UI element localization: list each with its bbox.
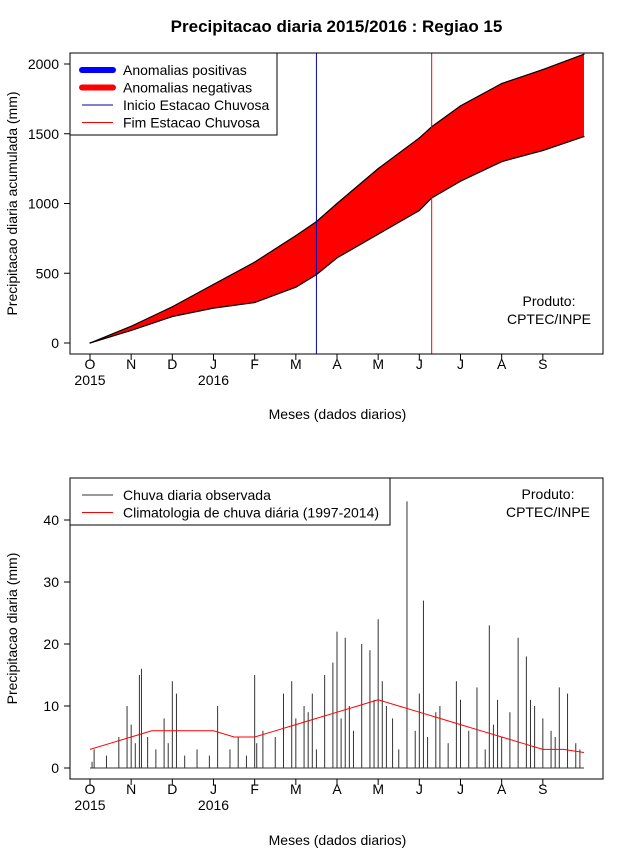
x-tick-label: O — [85, 781, 96, 797]
x-tick-label: J — [416, 781, 423, 797]
data-point — [171, 315, 173, 318]
data-point — [542, 149, 544, 152]
data-point — [89, 342, 91, 344]
x-tick-label: M — [290, 356, 302, 372]
legend-label: Fim Estacao Chuvosa — [123, 115, 260, 131]
x-tick-label: J — [210, 781, 217, 797]
top-chart: Precipitacao diaria 2015/2016 : Regiao 1… — [4, 17, 604, 422]
product-credit: Produto: — [522, 486, 575, 502]
x-tick-label: F — [250, 356, 259, 372]
data-point — [295, 234, 297, 237]
data-point — [130, 329, 132, 332]
legend-box — [69, 52, 278, 136]
x-axis-label: Meses (dados diarios) — [269, 832, 407, 848]
data-point — [583, 53, 585, 55]
y-tick-label: 2000 — [28, 56, 59, 72]
data-point — [377, 233, 379, 235]
x-tick-label: M — [290, 781, 302, 797]
data-point — [171, 306, 173, 308]
x-tick-label: J — [416, 356, 423, 372]
data-point — [459, 105, 462, 107]
legend-label: Climatologia de chuva diária (1997-2014) — [123, 505, 379, 521]
product-credit: CPTEC/INPE — [507, 311, 591, 327]
data-point — [254, 301, 256, 304]
data-point — [418, 209, 420, 212]
x-tick-label: N — [126, 356, 136, 372]
y-tick-label: 1000 — [28, 196, 59, 212]
legend-label: Inicio Estacao Chuvosa — [123, 97, 270, 113]
x-tick-label: A — [332, 356, 342, 372]
y-tick-label: 1500 — [28, 126, 59, 142]
y-tick-label: 0 — [51, 760, 59, 776]
x-tick-label: N — [126, 781, 136, 797]
x-tick-label: D — [167, 781, 177, 797]
x-tick-label: O — [85, 356, 96, 372]
climatology-daily-line — [89, 699, 585, 753]
y-tick-label: 10 — [43, 698, 59, 714]
data-point — [459, 180, 462, 182]
data-point — [295, 286, 297, 288]
y-axis-label: Precipitacao diaria acumulada (mm) — [4, 91, 20, 315]
data-point — [501, 82, 503, 85]
data-point — [336, 202, 338, 205]
data-point — [212, 283, 215, 286]
x-tick-label: S — [538, 356, 547, 372]
year-label: 2015 — [74, 372, 105, 388]
legend-box — [69, 477, 391, 526]
negative-anomaly-area — [90, 54, 584, 344]
x-tick-label: M — [372, 781, 384, 797]
legend-label: Anomalias negativas — [123, 80, 252, 96]
x-tick-label: D — [167, 356, 177, 372]
x-tick-label: A — [497, 356, 507, 372]
year-label: 2015 — [74, 797, 105, 813]
y-tick-label: 0 — [51, 335, 59, 351]
y-tick-label: 30 — [43, 574, 59, 590]
y-tick-label: 20 — [43, 636, 59, 652]
x-axis-label: Meses (dados diarios) — [269, 406, 407, 422]
x-tick-label: A — [497, 781, 507, 797]
y-axis-label: Precipitacao diaria (mm) — [4, 553, 20, 705]
data-point — [501, 161, 503, 163]
y-tick-label: 40 — [43, 512, 59, 528]
data-point — [212, 307, 215, 309]
x-tick-label: A — [332, 781, 342, 797]
x-tick-label: J — [210, 356, 217, 372]
data-point — [336, 257, 338, 259]
data-point — [130, 325, 132, 327]
legend-label: Chuva diaria observada — [123, 487, 271, 503]
x-tick-label: J — [457, 356, 464, 372]
data-point — [377, 168, 379, 170]
x-tick-label: M — [372, 356, 384, 372]
product-credit: CPTEC/INPE — [506, 504, 590, 520]
x-tick-label: S — [538, 781, 547, 797]
x-tick-label: F — [250, 781, 259, 797]
year-label: 2016 — [198, 372, 229, 388]
chart-title: Precipitacao diaria 2015/2016 : Regiao 1… — [171, 17, 503, 36]
product-credit: Produto: — [523, 293, 576, 309]
x-tick-label: J — [457, 781, 464, 797]
data-point — [254, 261, 256, 263]
year-label: 2016 — [198, 797, 229, 813]
data-point — [418, 137, 420, 139]
bottom-chart: 0 10 20 30 40 O N D J F M A M J J A S 2015 2016 Meses (dado… — [4, 477, 604, 848]
legend-label: Anomalias positivas — [123, 62, 247, 78]
data-point — [583, 135, 585, 138]
data-point — [542, 68, 544, 71]
y-tick-label: 500 — [36, 265, 60, 281]
